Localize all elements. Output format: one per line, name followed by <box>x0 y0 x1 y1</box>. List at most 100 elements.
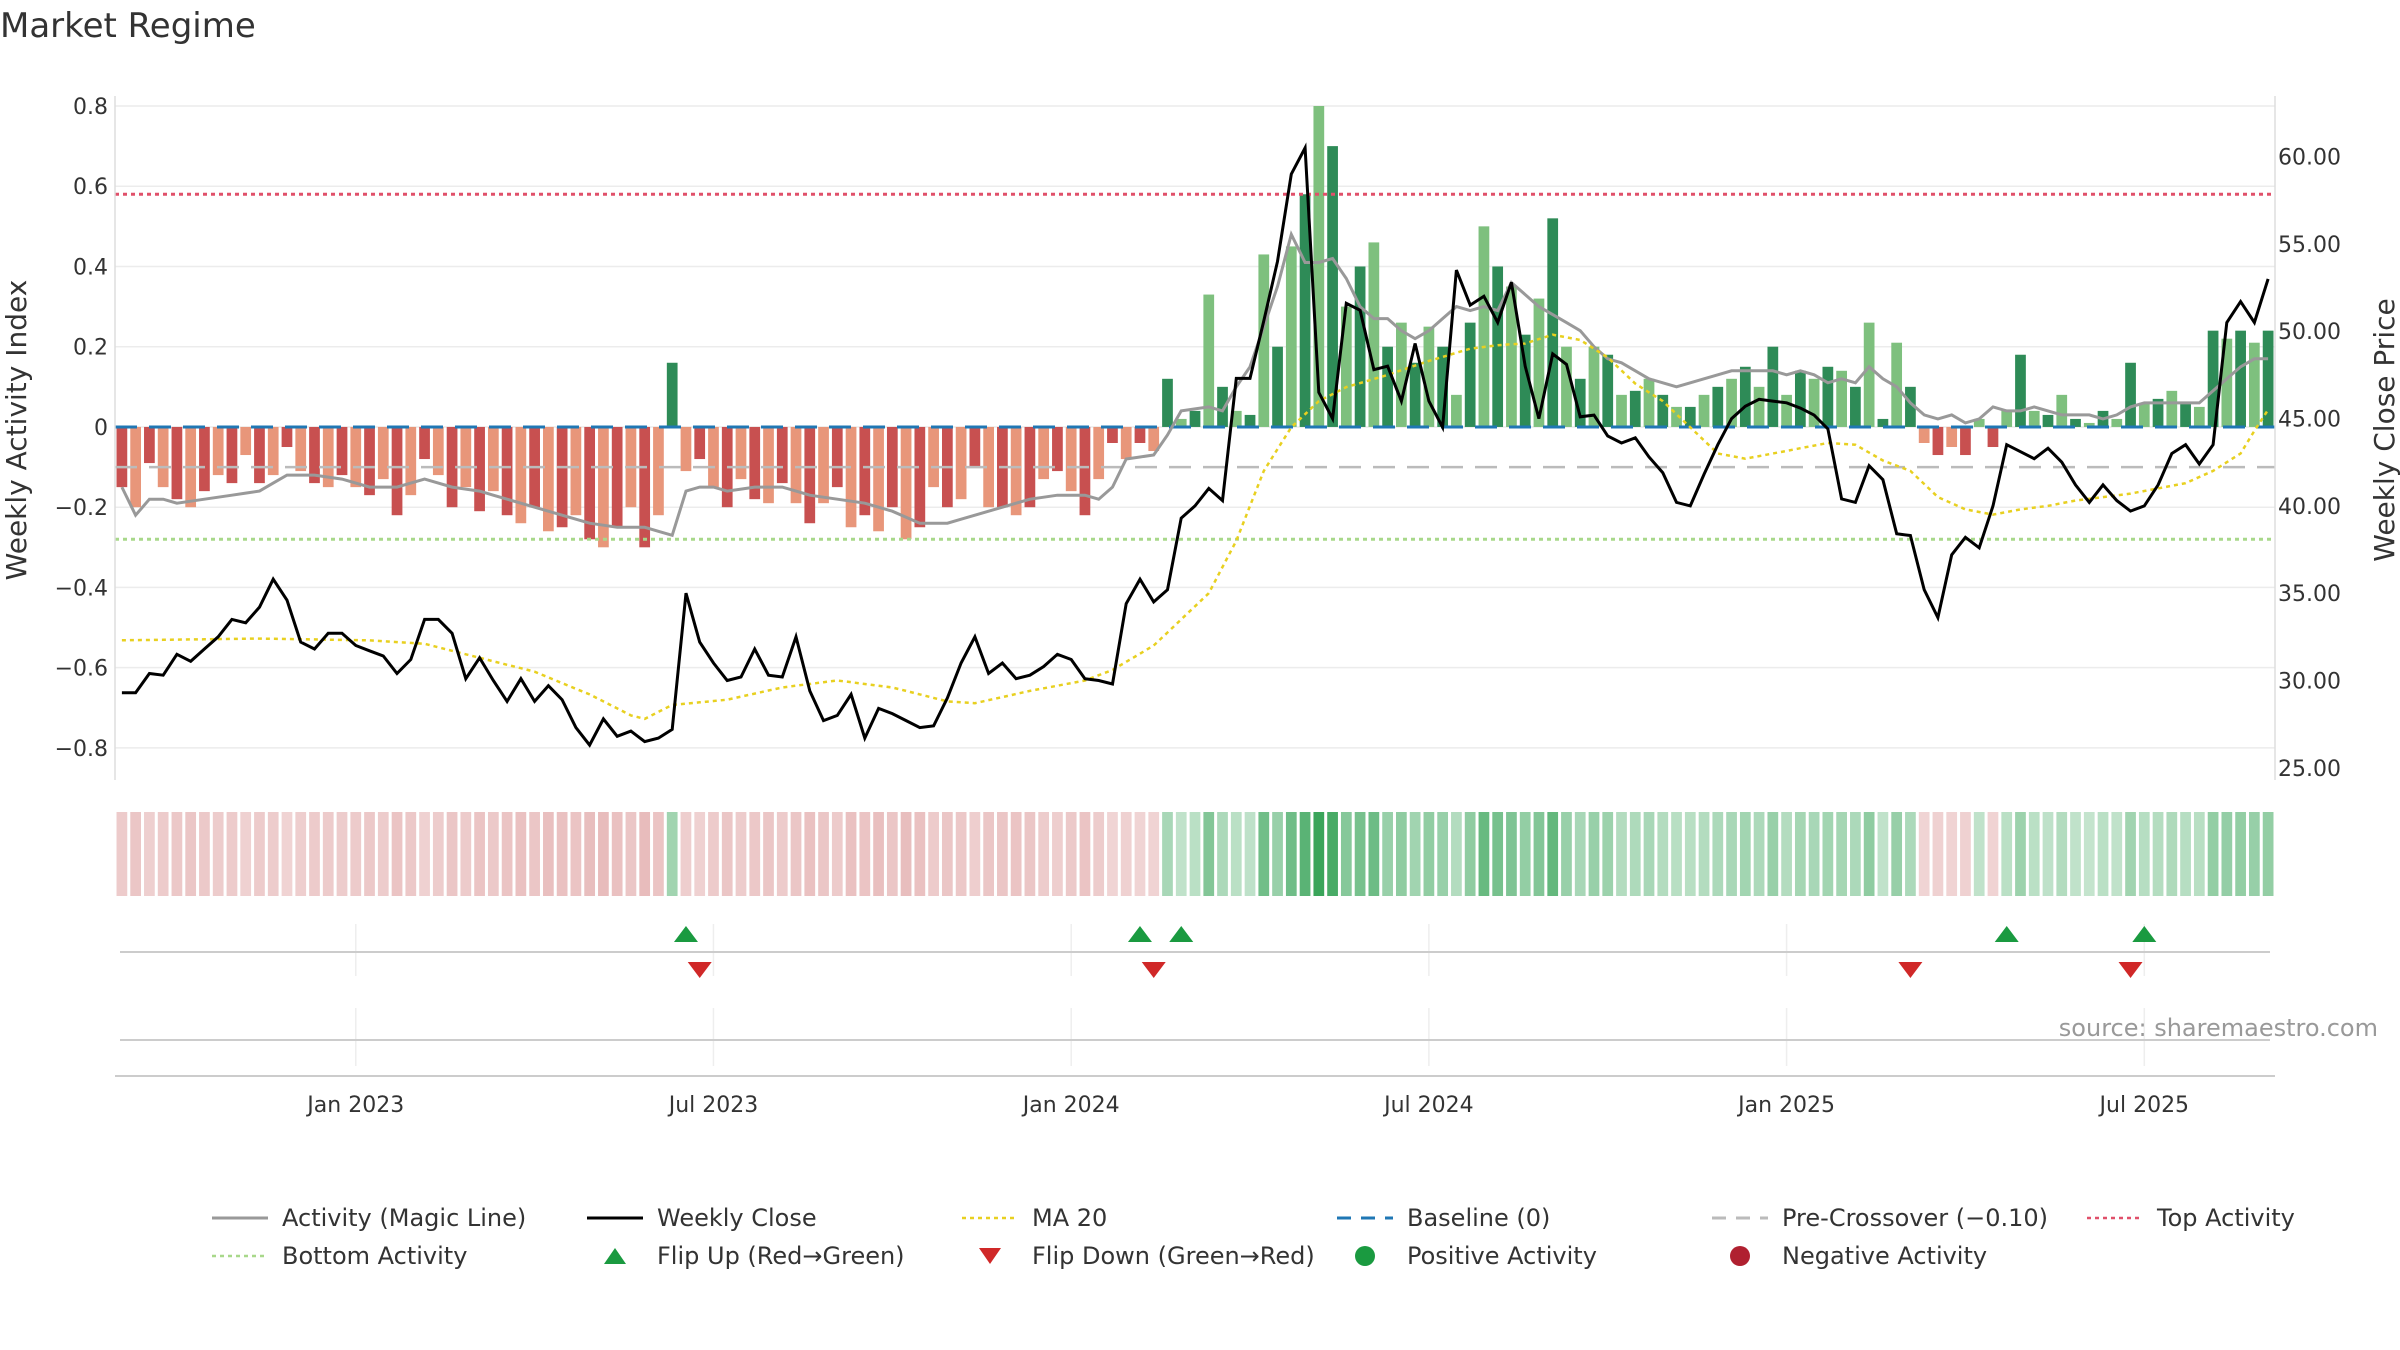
activity-bar <box>1354 266 1366 427</box>
regime-strip-cell <box>1519 812 1531 896</box>
activity-bar <box>556 426 568 528</box>
flip-up-icon <box>1994 926 2019 942</box>
regime-strip-cell <box>1616 812 1627 896</box>
y-left-tick-label: 0.6 <box>73 175 108 200</box>
regime-strip-cell <box>1299 812 1311 896</box>
y-left-tick-label: −0.2 <box>55 496 108 521</box>
regime-strip-cell <box>914 812 926 896</box>
activity-bar <box>653 426 664 516</box>
x-tick-label: Jul 2023 <box>667 1093 759 1118</box>
regime-strip-cell <box>584 812 596 896</box>
regime-strip-cell <box>350 812 362 896</box>
activity-bar <box>1313 106 1325 427</box>
x-tick-label: Jul 2025 <box>2098 1093 2190 1118</box>
regime-strip-cell <box>818 812 829 896</box>
regime-strip-cell <box>1602 812 1614 896</box>
activity-bar <box>1918 426 1930 443</box>
flip-down-icon <box>687 962 712 978</box>
activity-bar <box>2111 418 2123 427</box>
regime-strip-cell <box>171 812 183 896</box>
activity-bar <box>1162 378 1173 427</box>
regime-strip-cell <box>2193 812 2205 896</box>
activity-bar <box>1808 378 1820 427</box>
chart-title: Market Regime <box>0 6 256 46</box>
activity-bar <box>1175 418 1187 427</box>
activity-bar <box>804 426 816 524</box>
regime-strip-cell <box>928 812 939 896</box>
regime-strip-cell <box>254 812 265 896</box>
legend-weekly-close-swatch <box>587 1216 643 1220</box>
activity-bar <box>2028 410 2040 427</box>
activity-bar <box>460 426 472 488</box>
activity-bar <box>1946 426 1958 448</box>
y-left-tick-label: −0.8 <box>55 737 108 762</box>
x-tick-label: Jan 2023 <box>305 1093 404 1118</box>
activity-bar <box>2262 330 2274 427</box>
regime-strip-cell <box>405 812 417 896</box>
legend-label: Flip Up (Red→Green) <box>657 1242 905 1270</box>
activity-bar <box>873 426 884 532</box>
activity-bar <box>639 426 651 548</box>
legend-item-top-activity: Top Activity <box>2085 1204 2385 1232</box>
activity-bar <box>1781 394 1792 427</box>
activity-bar <box>708 426 719 488</box>
regime-strip-cell <box>1629 812 1641 896</box>
regime-strip-cell <box>859 812 871 896</box>
activity-bar <box>1739 366 1751 427</box>
activity-bar <box>1107 426 1118 443</box>
regime-strip-cell <box>1973 812 1985 896</box>
legend-label: Weekly Close <box>657 1204 817 1232</box>
regime-strip-cell <box>2056 812 2068 896</box>
activity-bar <box>2001 410 2013 427</box>
regime-strip-cell <box>2097 812 2109 896</box>
regime-strip-cell <box>570 812 582 896</box>
regime-strip-cell <box>1148 812 1160 896</box>
legend-label: Negative Activity <box>1782 1242 1988 1270</box>
regime-strip-cell <box>487 812 499 896</box>
regime-strip-cell <box>1506 812 1517 896</box>
flip-up-icon <box>1127 926 1152 942</box>
regime-strip-cell <box>377 812 389 896</box>
regime-strip-cell <box>1107 812 1118 896</box>
activity-bar <box>1052 426 1063 472</box>
activity-bar <box>2138 402 2150 427</box>
regime-strip-cell <box>1285 812 1297 896</box>
activity-bar <box>955 426 967 500</box>
regime-strip-cell <box>1038 812 1050 896</box>
regime-strip-cell <box>240 812 252 896</box>
regime-strip-cell <box>474 812 485 896</box>
activity-bar <box>1561 346 1572 427</box>
regime-strip-cell <box>1561 812 1572 896</box>
legend: Activity (Magic Line) Weekly Close MA 20… <box>210 1204 2360 1270</box>
activity-bar <box>1217 386 1228 427</box>
legend-magic-line-swatch <box>212 1216 268 1220</box>
regime-strip-cell <box>1464 812 1476 896</box>
activity-bar <box>1850 386 1861 427</box>
activity-bar <box>1588 346 1600 427</box>
activity-bar <box>1767 346 1779 427</box>
regime-strip-cell <box>1877 812 1889 896</box>
regime-strip-cell <box>625 812 637 896</box>
legend-flip-down-icon <box>979 1248 1001 1264</box>
activity-bar <box>1987 426 1999 448</box>
y-right-tick-label: 50.00 <box>2278 320 2341 345</box>
regime-strip-cell <box>1368 812 1380 896</box>
activity-bar <box>1574 378 1586 427</box>
regime-strip-cell <box>2083 812 2095 896</box>
y-right-tick-label: 60.00 <box>2278 146 2341 171</box>
regime-strip-cell <box>680 812 692 896</box>
regime-strip-cell <box>873 812 884 896</box>
legend-bottom-activity-swatch <box>212 1254 268 1258</box>
reference-lines <box>115 192 2275 541</box>
activity-bar <box>1423 326 1435 427</box>
activity-bar <box>1093 426 1105 480</box>
y-right-tick-label: 30.00 <box>2278 669 2341 694</box>
activity-bar <box>1285 246 1297 427</box>
regime-strip-cell <box>1079 812 1091 896</box>
regime-strip-cell <box>2262 812 2274 896</box>
activity-bar <box>2248 342 2260 427</box>
regime-strip-cell <box>1382 812 1393 896</box>
regime-strip-cell <box>1437 812 1449 896</box>
activity-bar <box>2180 402 2191 427</box>
